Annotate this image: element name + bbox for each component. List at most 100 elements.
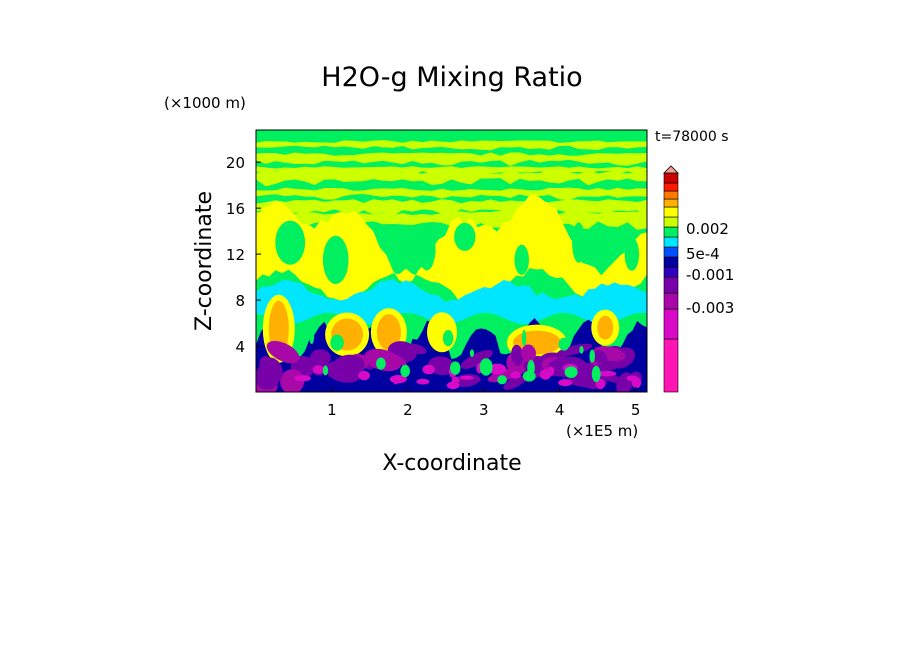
- colorbar-label: 5e-4: [686, 245, 720, 263]
- field-magenta-cell: [488, 363, 507, 375]
- field-stripe: [256, 187, 647, 201]
- field-magenta-cell: [459, 375, 474, 380]
- field-purple-cell: [309, 349, 331, 367]
- colorbar-label: -0.001: [686, 266, 734, 284]
- colorbar-bin: [663, 292, 679, 310]
- field-magenta-cell: [510, 371, 521, 379]
- field-magenta-cell: [558, 379, 573, 387]
- field-green-cell: [579, 346, 584, 354]
- field-green-patch: [624, 237, 640, 271]
- colorbar-bin: [663, 276, 679, 294]
- field-purple-cell: [487, 367, 525, 383]
- field-green-patch: [454, 222, 476, 251]
- field-purple-cell: [266, 340, 300, 364]
- field-magenta-cell: [416, 378, 430, 385]
- field-green-cell: [322, 365, 329, 376]
- y-tick-label: 16: [226, 200, 245, 218]
- colorbar-bin: [663, 172, 679, 184]
- field-plume-orange: [376, 314, 401, 351]
- field-stripe: [256, 166, 647, 176]
- colorbar-bin: [663, 226, 679, 238]
- chart-title: H2O-g Mixing Ratio: [321, 62, 582, 93]
- x-axis-label: X-coordinate: [382, 451, 521, 476]
- colorbar-bin: [663, 182, 679, 192]
- heatmap-field: [256, 130, 647, 392]
- x-unit-label: (×1E5 m): [566, 422, 638, 440]
- field-green-patch: [275, 220, 306, 265]
- field-stripe: [256, 152, 647, 167]
- colorbar-bin: [663, 266, 679, 278]
- x-tick-label: 2: [403, 401, 413, 419]
- time-label: t=78000 s: [655, 129, 729, 145]
- x-axis-ticks: 1 2 3 4 5: [327, 387, 640, 419]
- field-purple-cell: [263, 357, 283, 382]
- colorbar-bin: [663, 206, 679, 218]
- x-tick-label: 4: [555, 401, 565, 419]
- field-upper-yellow: [256, 194, 647, 302]
- field-purple-cell: [428, 356, 455, 376]
- field-magenta-cell: [422, 364, 435, 375]
- field-green-cell: [330, 334, 344, 351]
- field-stripe: [256, 140, 647, 151]
- field-magenta-cell: [294, 375, 311, 382]
- field-magenta-cell: [547, 366, 555, 376]
- field-plume-orange: [597, 315, 614, 340]
- colorbar-bin: [663, 198, 679, 208]
- field-green-cell: [376, 357, 386, 370]
- field-magenta-cell: [446, 381, 460, 390]
- field-green-cell: [449, 361, 461, 375]
- field-green-patch: [418, 226, 436, 271]
- y-axis-label: Z-coordinate: [192, 191, 217, 331]
- colorbar-label: 0.002: [686, 220, 729, 238]
- y-unit-label: (×1000 m): [164, 94, 246, 112]
- colorbar-bin: [663, 338, 679, 393]
- field-green-cell: [400, 364, 411, 378]
- field-green-cell: [564, 366, 578, 378]
- colorbar-bin: [663, 190, 679, 200]
- field-green-cell: [469, 349, 475, 357]
- colorbar-bin: [663, 216, 679, 228]
- field-purple-cell: [594, 350, 608, 367]
- field-green-cell: [309, 328, 315, 344]
- field-green-cell: [479, 358, 493, 376]
- field-purple-cell: [503, 375, 526, 390]
- x-tick-label: 3: [479, 401, 489, 419]
- field-green-cell: [497, 375, 507, 385]
- colorbar-bin: [663, 256, 679, 268]
- colorbar-bin: [663, 246, 679, 258]
- field-green-cell: [591, 365, 601, 383]
- field-green-patch: [572, 222, 586, 263]
- colorbar-bin: [663, 236, 679, 248]
- field-purple-cell: [280, 369, 305, 392]
- y-axis-ticks: 4 8 12 16 20: [226, 154, 261, 356]
- field-purple-cell: [556, 343, 593, 357]
- field-purple-cell: [511, 344, 524, 366]
- colorbar: 0.002 5e-4 -0.001 -0.003: [663, 165, 734, 393]
- colorbar-extend-triangle: [663, 165, 679, 174]
- field-magenta-cell: [312, 365, 325, 374]
- plot-frame: [255, 129, 648, 393]
- field-magenta-cell: [597, 370, 617, 377]
- y-tick-label: 20: [226, 154, 245, 172]
- field-magenta-cell: [389, 375, 407, 384]
- field-stripe: [256, 169, 647, 187]
- field-green-cell: [527, 359, 535, 376]
- x-tick-label: 1: [327, 401, 337, 419]
- field-magenta-cell: [358, 370, 371, 381]
- field-green-cell: [521, 329, 527, 347]
- field-green-patch: [514, 244, 529, 275]
- field-cyan-layer: [256, 278, 647, 325]
- field-green-cell: [442, 330, 454, 347]
- field-green-cell: [589, 349, 596, 363]
- field-purple-cell: [521, 344, 536, 363]
- colorbar-bin: [663, 308, 679, 340]
- y-tick-label: 8: [235, 292, 245, 310]
- y-tick-label: 12: [226, 246, 245, 264]
- field-green-patch: [322, 235, 349, 284]
- field-purple-cell: [332, 354, 365, 379]
- colorbar-label: -0.003: [686, 299, 734, 317]
- field-green-cell: [558, 337, 570, 351]
- y-tick-label: 4: [235, 338, 245, 356]
- field-magenta-cell: [631, 377, 642, 389]
